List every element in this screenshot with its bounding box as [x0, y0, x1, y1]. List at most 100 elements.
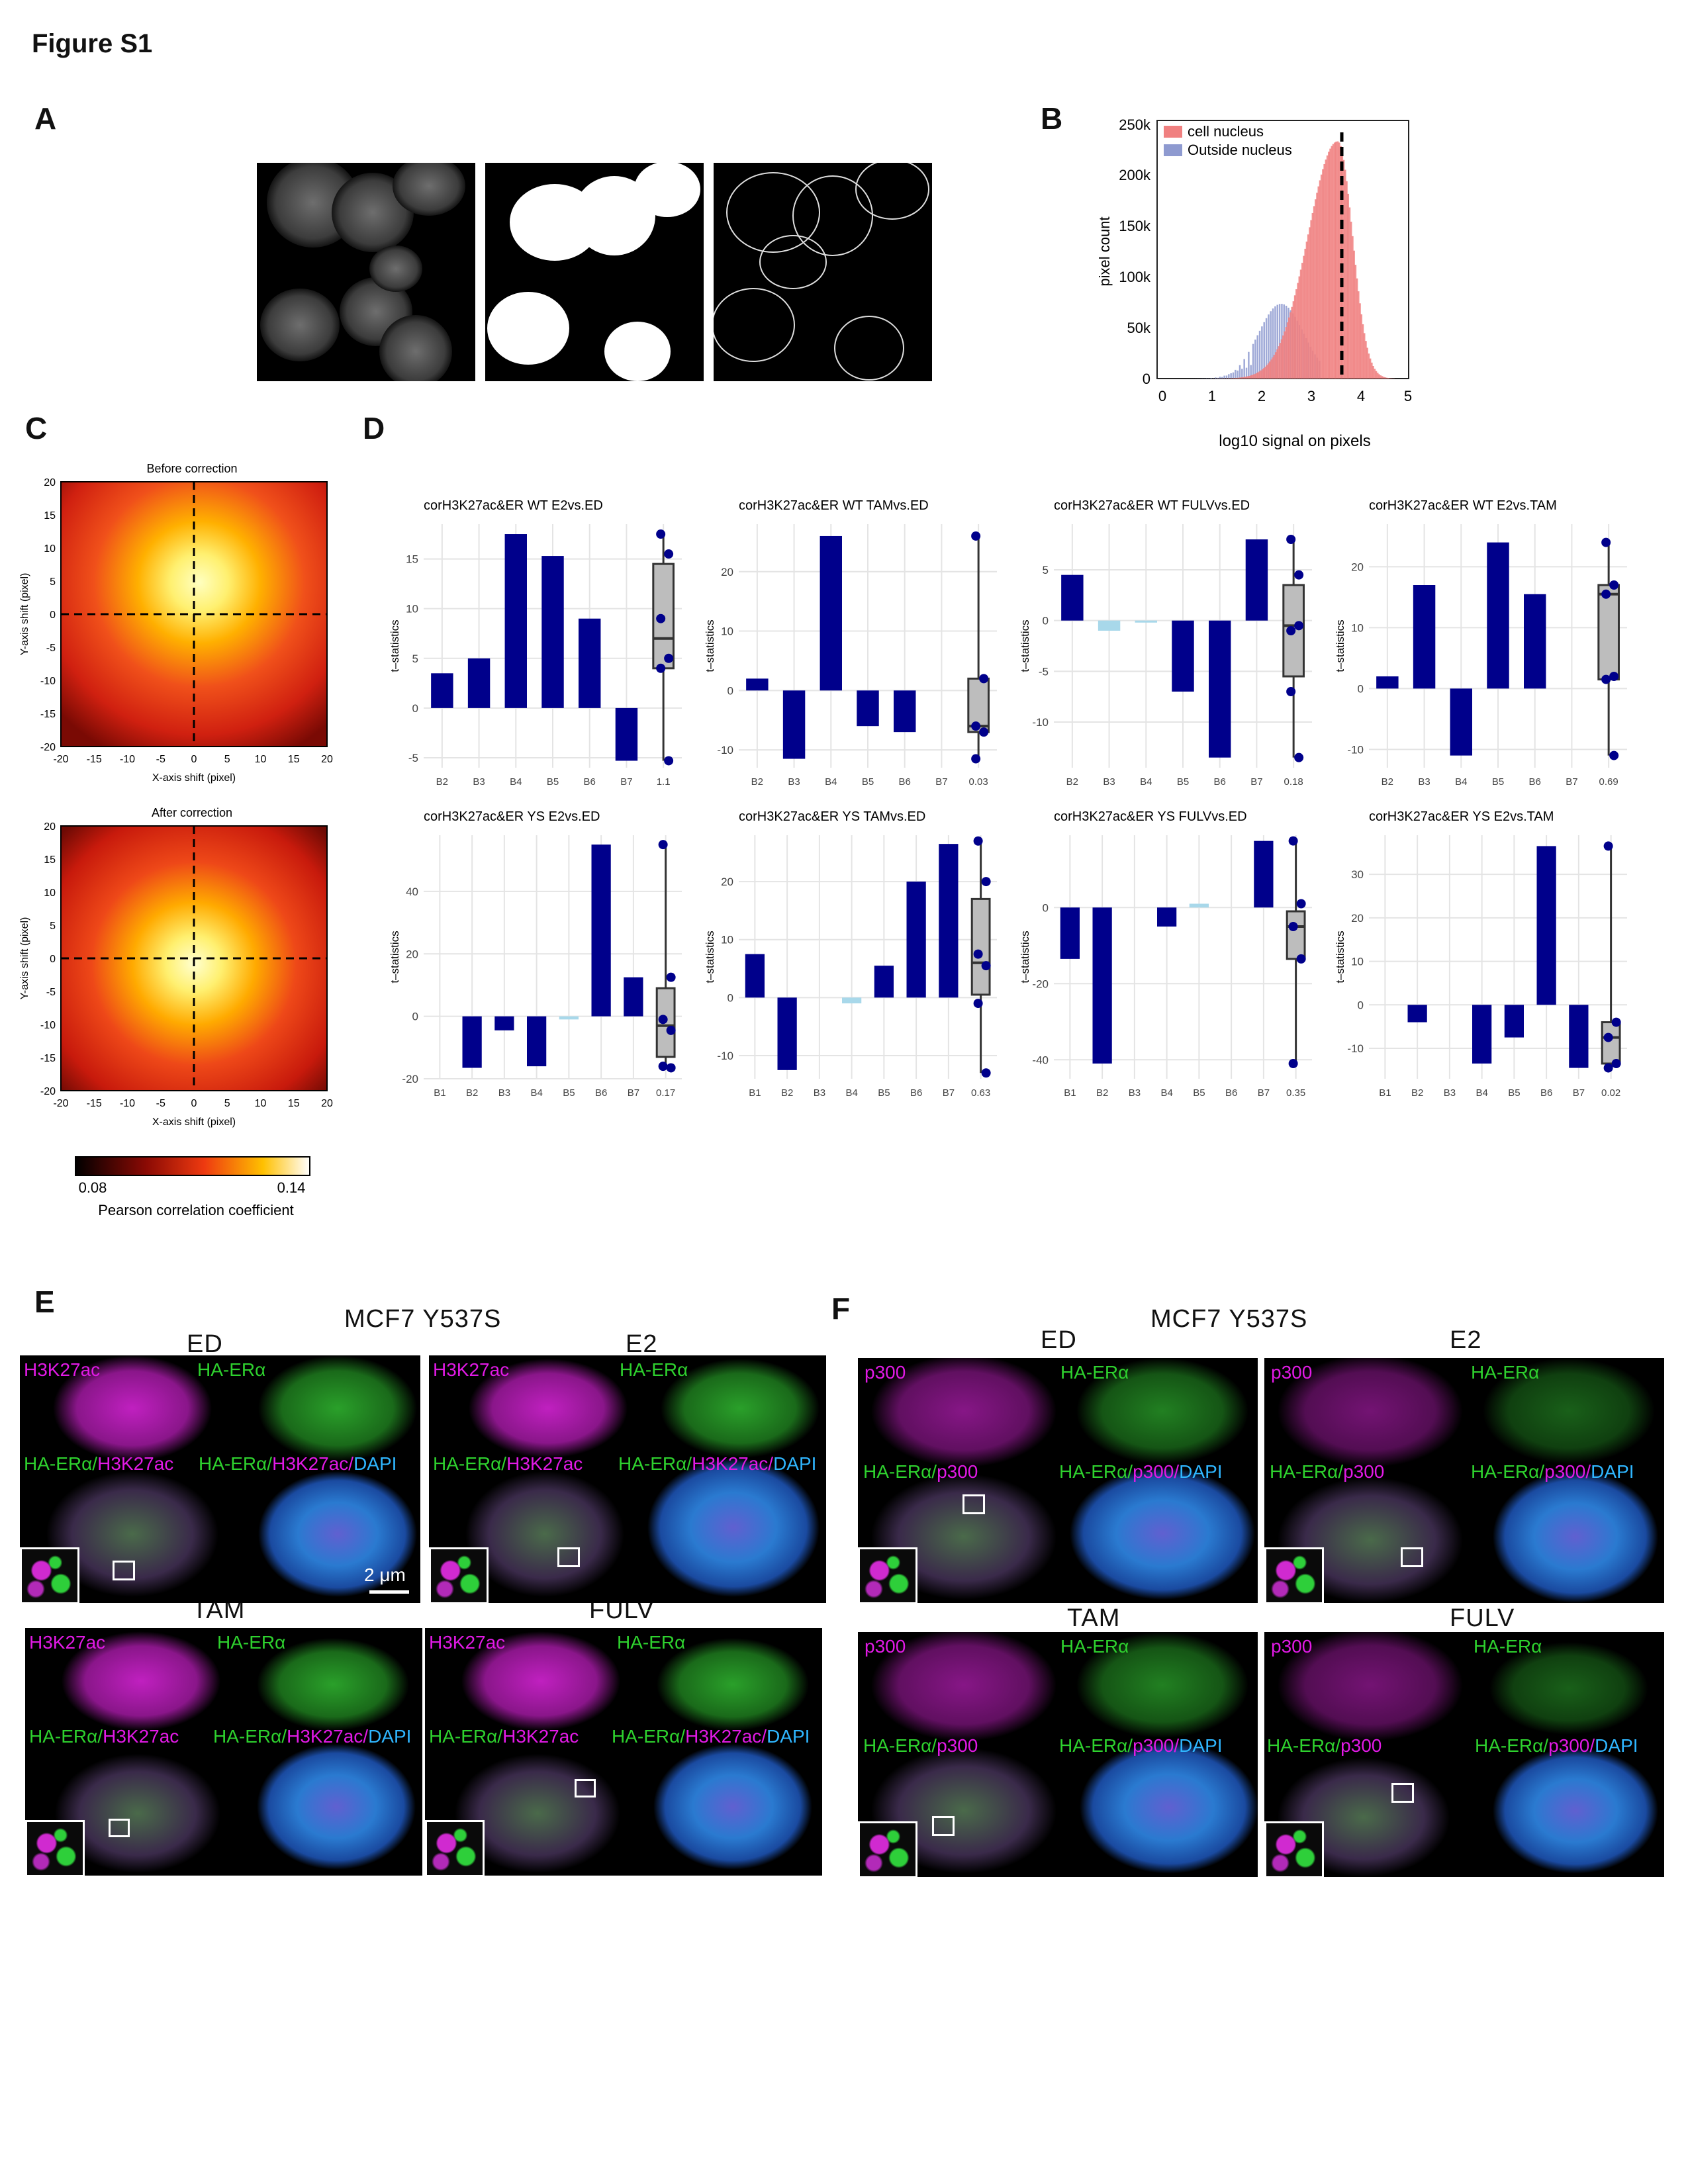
y-tick-label: 10: [1351, 956, 1364, 968]
x-tick-label: B6: [1529, 776, 1541, 788]
label-p300: p300: [865, 1362, 906, 1383]
zoom-inset: [1264, 1547, 1324, 1603]
heatmap-y-tick: 5: [50, 921, 56, 932]
bar: [462, 1016, 482, 1068]
chart-title: corH3K27ac&ER WT E2vs.TAM: [1369, 498, 1557, 513]
merge-part-h3k27ac: H3K27ac: [272, 1453, 349, 1474]
y-tick: 0: [1143, 371, 1150, 387]
y-tick: 250k: [1119, 116, 1151, 133]
x-tick-label: B5: [878, 1087, 890, 1099]
merge-part-p300: p300: [1340, 1735, 1382, 1756]
histogram-bar-nucleus: [1336, 141, 1339, 379]
zoom-inset: [1264, 1821, 1324, 1877]
heatmap-x-tick: -20: [53, 754, 68, 765]
histogram-bar-outside: [1270, 311, 1272, 379]
bar: [1209, 620, 1231, 758]
x-axis-label: log10 signal on pixels: [1219, 432, 1371, 450]
y-tick: 150k: [1119, 218, 1151, 234]
y-tick-label: 20: [1351, 912, 1364, 925]
label-p300: p300: [865, 1636, 906, 1657]
bar-chart: corH3K27ac&ER WT E2vs.TAM t–statistics -10…: [1334, 498, 1627, 788]
box-point: [1294, 621, 1304, 631]
histogram-bar-nucleus: [1363, 333, 1366, 379]
heatmap-x-tick: 15: [288, 1098, 300, 1109]
zoom-region-box: [109, 1819, 130, 1837]
histogram-bar-nucleus: [1279, 343, 1282, 379]
histogram-bar-nucleus: [1274, 352, 1277, 379]
box-point: [1294, 752, 1304, 762]
merge-part-haer: HA-ERα/: [1059, 1461, 1133, 1482]
merge-part-h3k27ac: H3K27ac: [97, 1453, 174, 1474]
x-tick-label: 0.18: [1284, 776, 1303, 788]
box: [1601, 1021, 1621, 1065]
panel-f-header: MCF7 Y537S: [1150, 1305, 1308, 1333]
cell-drawing: [1278, 1632, 1658, 1877]
zoom-region-box: [1401, 1547, 1423, 1567]
bar: [1407, 1005, 1427, 1023]
histogram-bar-nucleus: [1238, 377, 1241, 379]
merge-part-slash: /: [1174, 1461, 1180, 1482]
x-tick-label: 0.63: [971, 1087, 990, 1099]
histogram-bar-nucleus: [1244, 377, 1246, 379]
x-tick-label: B4: [510, 776, 522, 788]
condition-label-e2: E2: [626, 1330, 658, 1358]
histogram-bar-nucleus: [1304, 248, 1307, 379]
box-point: [971, 531, 981, 541]
heatmap-y-tick: -15: [40, 709, 56, 720]
histogram-bar-nucleus: [1273, 355, 1276, 379]
nucleus-outline-image: [714, 163, 932, 381]
bar-chart: corH3K27ac&ER WT TAMvs.ED t–statistics -10…: [704, 498, 997, 788]
heatmap-x-tick: -10: [120, 1098, 135, 1109]
legend-swatch-nucleus: [1164, 126, 1182, 138]
box-point: [656, 663, 666, 673]
heatmap-y-tick: -15: [40, 1053, 56, 1064]
chart-ylabel: t–statistics: [1334, 619, 1346, 672]
chart-ylabel: t–statistics: [1019, 619, 1031, 672]
y-tick-label: 20: [721, 876, 733, 888]
histogram-bar-nucleus: [1276, 349, 1279, 379]
condition-label-e2: E2: [1450, 1326, 1482, 1354]
histogram-bar-nucleus: [1370, 362, 1373, 379]
box-point: [1609, 672, 1619, 681]
histogram-bar-nucleus: [1269, 361, 1272, 379]
histogram-bar-nucleus: [1332, 144, 1335, 379]
heatmap-x-tick: -5: [156, 754, 165, 765]
merge-part-p300: p300: [937, 1461, 978, 1482]
x-tick-label: B5: [547, 776, 559, 788]
heatmap-x-tick: 5: [224, 754, 230, 765]
histogram-bar-outside: [1230, 373, 1232, 379]
label-haer: HA-ERα: [1060, 1362, 1129, 1383]
histogram-bar-outside: [1235, 369, 1237, 379]
y-tick-label: 20: [1351, 561, 1364, 573]
merge-part-p300: p300: [1548, 1735, 1590, 1756]
nucleus-mask-image: [485, 163, 704, 381]
t-statistics-charts: corH3K27ac&ER WT E2vs.ED t–statistics -5 0 5…: [389, 498, 1627, 1099]
heatmap-y-tick: 10: [44, 887, 56, 899]
merge-part-haer: HA-ERα/: [863, 1461, 937, 1482]
label-merge: HA-ERα/p300: [863, 1461, 978, 1482]
histogram-bar-nucleus: [1251, 375, 1254, 379]
y-tick-label: 10: [721, 625, 733, 638]
histogram-bar-outside: [1243, 359, 1245, 379]
x-tick: 3: [1307, 388, 1315, 404]
nucleus-mask-drawing: [487, 163, 700, 381]
chart-ylabel: t–statistics: [704, 619, 716, 672]
merge-part-slash: /: [1585, 1461, 1591, 1482]
bar: [874, 966, 894, 998]
box-point: [658, 1062, 668, 1071]
histogram-bar-outside: [1239, 365, 1241, 379]
histogram-bar-nucleus: [1378, 374, 1380, 379]
bar: [1254, 841, 1274, 908]
heatmap-y-tick: -10: [40, 676, 56, 687]
x-tick-label: B4: [845, 1087, 857, 1099]
x-tick-label: B4: [1455, 776, 1467, 788]
box-point: [1286, 535, 1296, 544]
chart-title: corH3K27ac&ER WT E2vs.ED: [424, 498, 603, 513]
box-point: [666, 972, 676, 982]
histogram-bar-nucleus: [1278, 346, 1280, 379]
x-tick-label: B7: [1566, 776, 1577, 788]
x-tick-label: B7: [1258, 1087, 1270, 1099]
histogram-bar-nucleus: [1376, 373, 1379, 379]
heatmap-y-tick: 0: [50, 954, 56, 965]
cell-drawing: [465, 1359, 820, 1597]
